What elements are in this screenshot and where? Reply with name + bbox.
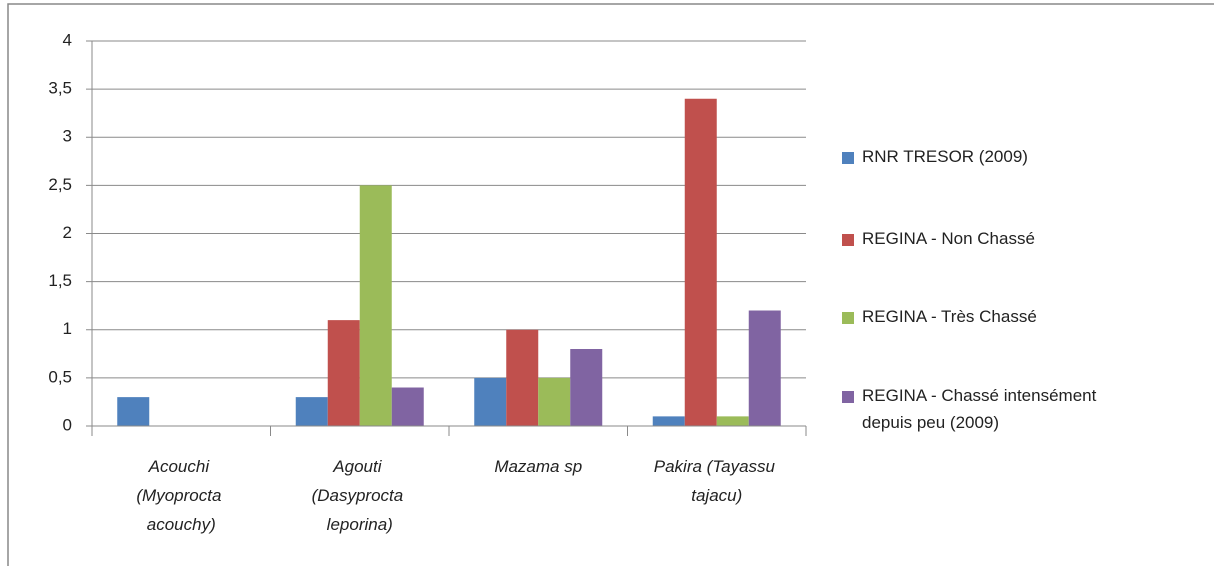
y-tick-label: 0 xyxy=(63,415,72,434)
legend-label: REGINA - Chassé intensément depuis peu (… xyxy=(862,386,1101,432)
bar xyxy=(359,185,392,426)
bar xyxy=(652,416,685,426)
chart-frame xyxy=(7,3,1214,566)
y-tick-label: 3 xyxy=(63,127,72,146)
bar xyxy=(716,416,749,426)
x-tick-label: Mazama sp xyxy=(494,457,582,476)
bar xyxy=(391,387,424,426)
legend-label: REGINA - Non Chassé xyxy=(862,229,1035,248)
bar xyxy=(570,349,603,426)
y-tick-label: 1,5 xyxy=(48,271,72,290)
bar xyxy=(295,397,328,426)
y-tick-label: 2 xyxy=(63,223,72,242)
bar xyxy=(684,98,717,426)
x-tick-label: Agouti (Dasyprocta leporina) xyxy=(312,457,408,534)
bar xyxy=(506,329,539,426)
y-tick-label: 0,5 xyxy=(48,367,72,386)
legend-swatch xyxy=(842,391,854,403)
x-tick-label: Pakira (Tayassu tajacu) xyxy=(654,457,780,505)
y-tick-label: 1 xyxy=(63,319,72,338)
y-tick-label: 3,5 xyxy=(48,79,72,98)
legend-swatch xyxy=(842,312,854,324)
bar xyxy=(327,320,360,426)
legend-label: REGINA - Très Chassé xyxy=(862,307,1037,326)
legend-swatch xyxy=(842,234,854,246)
bar xyxy=(538,377,571,426)
legend-swatch xyxy=(842,152,854,164)
y-tick-label: 4 xyxy=(63,30,72,49)
bar xyxy=(748,310,781,426)
y-tick-label: 2,5 xyxy=(48,175,72,194)
bar xyxy=(117,397,150,426)
x-tick-label: Acouchi (Myoprocta acouchy) xyxy=(136,457,226,534)
legend-label: RNR TRESOR (2009) xyxy=(862,147,1028,166)
bar xyxy=(474,377,507,426)
